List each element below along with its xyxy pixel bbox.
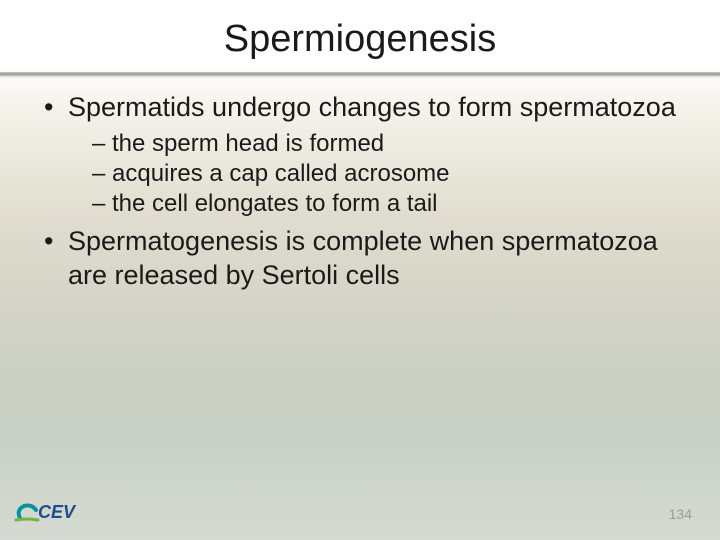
- sub-bullet-item: the sperm head is formed: [92, 129, 680, 159]
- title-divider: [0, 72, 720, 76]
- slide: Spermiogenesis Spermatids undergo change…: [0, 0, 720, 540]
- slide-title: Spermiogenesis: [40, 18, 680, 61]
- bullet-list: Spermatids undergo changes to form sperm…: [40, 91, 680, 292]
- sub-bullet-text: acquires a cap called acrosome: [112, 160, 450, 187]
- bullet-text: Spermatogenesis is complete when spermat…: [68, 226, 658, 290]
- logo-icon: CEV: [14, 496, 88, 526]
- page-number: 134: [669, 506, 692, 522]
- sub-bullet-text: the sperm head is formed: [112, 130, 384, 157]
- content-area: Spermatids undergo changes to form sperm…: [40, 91, 680, 292]
- bullet-item: Spermatids undergo changes to form sperm…: [40, 91, 680, 219]
- sub-bullet-text: the cell elongates to form a tail: [112, 190, 438, 217]
- cev-logo: CEV: [14, 496, 88, 526]
- svg-text:CEV: CEV: [38, 502, 77, 522]
- bullet-text: Spermatids undergo changes to form sperm…: [68, 92, 676, 122]
- sub-bullet-item: the cell elongates to form a tail: [92, 189, 680, 219]
- bullet-item: Spermatogenesis is complete when spermat…: [40, 225, 680, 293]
- sub-bullet-item: acquires a cap called acrosome: [92, 159, 680, 189]
- sub-bullet-list: the sperm head is formed acquires a cap …: [68, 129, 680, 219]
